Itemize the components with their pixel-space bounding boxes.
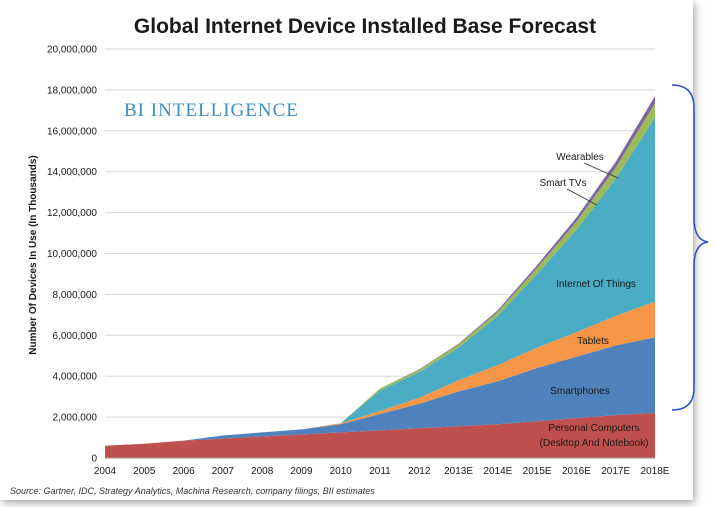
y-tick-label: 8,000,000	[53, 290, 98, 301]
x-tick-label: 2010	[330, 466, 353, 477]
x-tick-label: 2007	[212, 466, 235, 477]
x-tick-label: 2012	[408, 466, 431, 477]
source-note: Source: Gartner, IDC, Strategy Analytics…	[10, 486, 375, 496]
smart-tvs-leader-line	[566, 188, 598, 206]
y-tick-label: 20,000,000	[47, 45, 97, 56]
chart-card: Global Internet Device Installed Base Fo…	[10, 15, 670, 496]
y-tick-label: 6,000,000	[53, 331, 98, 342]
chart-svg: Global Internet Device Installed Base Fo…	[10, 15, 670, 496]
y-axis-label: Number Of Devices In Use (In Thousands)	[28, 155, 39, 354]
annotation-personal-computers: Personal Computers	[548, 423, 639, 434]
annotation-wearables: Wearables	[556, 152, 604, 163]
y-tick-label: 14,000,000	[47, 167, 97, 178]
x-axis-ticks: 2004 2005 2006 2007 2008 2009 2010 2011 2012 2013…	[94, 466, 670, 477]
x-tick-label: 2011	[369, 466, 391, 477]
y-tick-label: 0	[91, 454, 97, 465]
x-tick-label: 2005	[133, 466, 156, 477]
area-personal-computers-desktop-and-notebook	[105, 413, 655, 458]
y-tick-label: 18,000,000	[47, 85, 97, 96]
stacked-areas	[105, 96, 655, 459]
annotation-smart-tvs: Smart TVs	[539, 178, 586, 189]
grid-lines	[105, 48, 655, 459]
x-tick-label: 2018E	[641, 466, 670, 477]
x-tick-label: 2016E	[562, 466, 591, 477]
x-tick-label: 2006	[172, 466, 195, 477]
x-tick-label: 2013E	[444, 466, 473, 477]
y-tick-label: 16,000,000	[47, 126, 97, 137]
y-tick-label: 10,000,000	[47, 249, 97, 260]
x-tick-label: 2008	[251, 466, 274, 477]
y-axis-ticks: 0 2,000,000 4,000,000 6,000,000 8,000,000 10,…	[47, 45, 98, 465]
x-tick-label: 2017E	[601, 466, 630, 477]
annotation-internet-of-things: Internet Of Things	[556, 279, 636, 290]
y-tick-label: 4,000,000	[53, 372, 98, 383]
brand-watermark: BI INTELLIGENCE	[124, 100, 299, 121]
chart-title: Global Internet Device Installed Base Fo…	[134, 15, 596, 38]
area-internet-of-things	[105, 117, 655, 446]
x-tick-label: 2015E	[523, 466, 552, 477]
annotation-tablets: Tablets	[577, 336, 609, 347]
x-tick-label: 2009	[290, 466, 313, 477]
annotation-personal-computers-sub: (Desktop And Notebook)	[540, 438, 649, 449]
x-tick-label: 2014E	[483, 466, 512, 477]
y-tick-label: 12,000,000	[47, 208, 97, 219]
area-smartphones	[105, 337, 655, 446]
y-tick-label: 2,000,000	[53, 413, 98, 424]
annotation-smartphones: Smartphones	[550, 386, 609, 397]
x-tick-label: 2004	[94, 466, 117, 477]
wearables-leader-line	[583, 162, 619, 179]
